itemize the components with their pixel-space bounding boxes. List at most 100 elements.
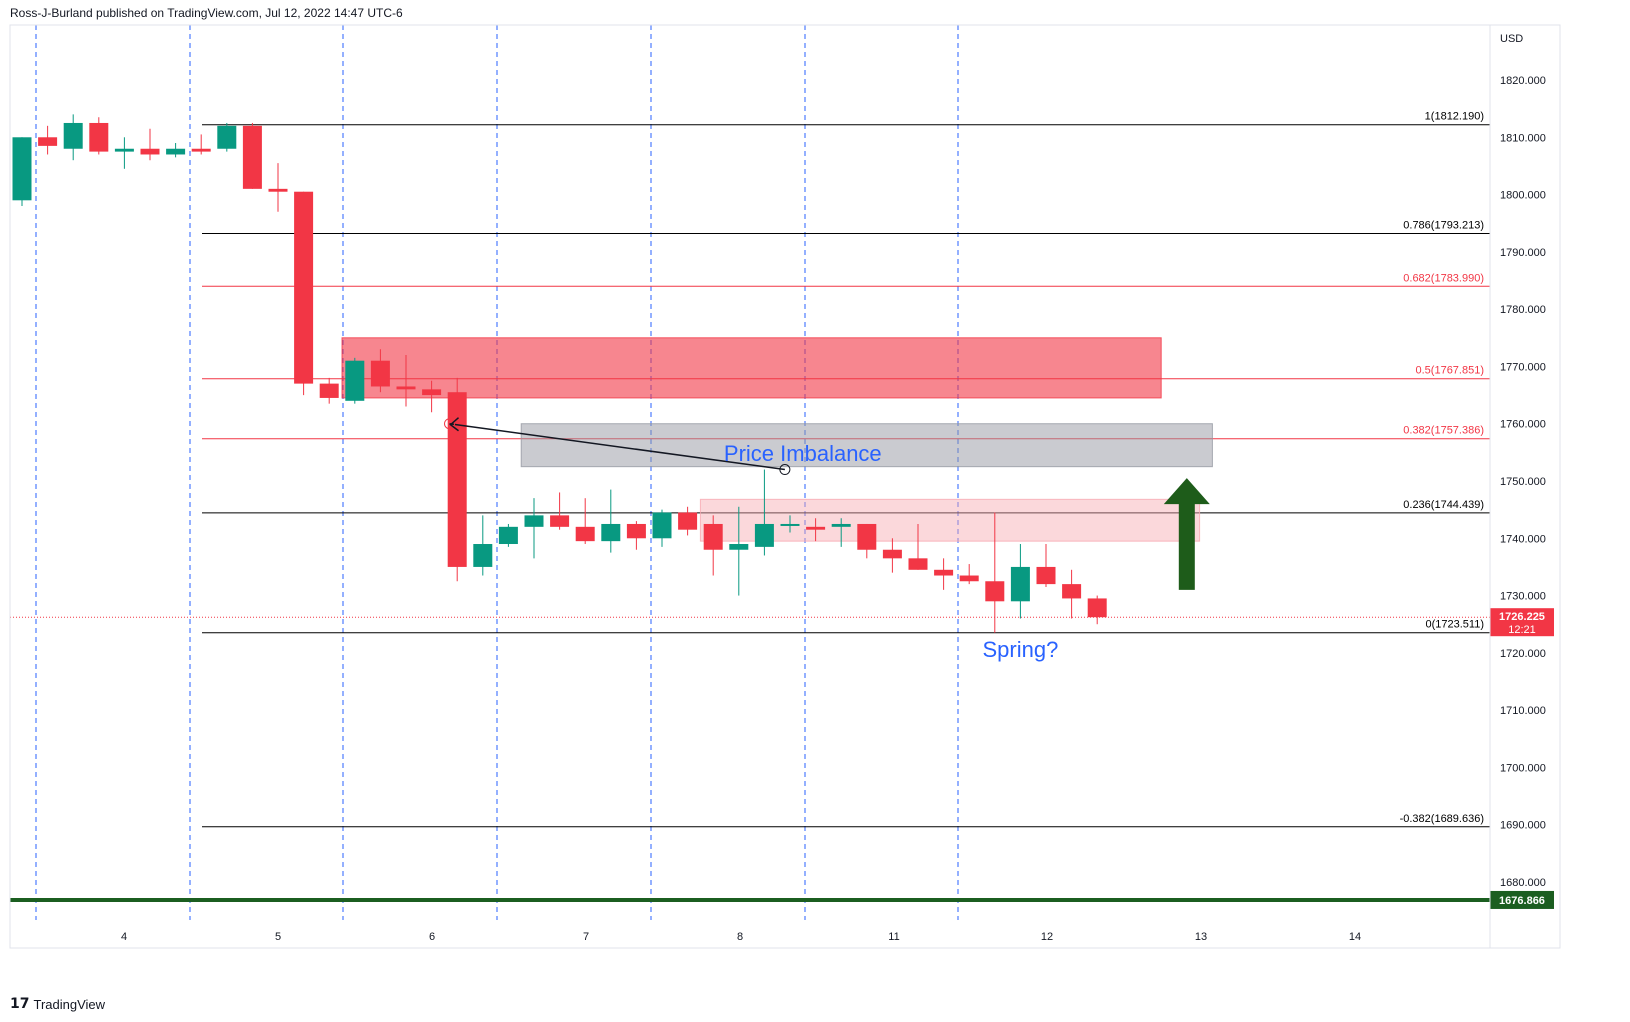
candle — [319, 377, 339, 404]
candle — [268, 163, 288, 212]
candle-body — [857, 523, 877, 550]
x-tick-label: 14 — [1349, 931, 1361, 943]
candle-body — [1036, 566, 1056, 585]
y-tick-label: 1800.000 — [1500, 190, 1546, 202]
candle — [678, 506, 698, 536]
x-tick-label: 8 — [737, 931, 743, 943]
candle — [550, 492, 570, 530]
x-tick-label: 4 — [121, 931, 127, 943]
candle — [294, 191, 314, 396]
y-tick-label: 1770.000 — [1500, 361, 1546, 373]
candle-body — [806, 526, 826, 530]
fibonacci-retracement: 1(1812.190) 0.786(1793.213) 0.682(1783.990… — [202, 111, 1490, 828]
trend-line — [449, 422, 785, 471]
annotation-text: Spring? — [982, 637, 1058, 662]
fib-level-label: 0.786(1793.213) — [1403, 219, 1484, 231]
candle-body — [882, 549, 902, 559]
countdown-label: 12:21 — [1508, 624, 1536, 636]
up-arrow-icon — [1163, 478, 1210, 590]
candle-body — [370, 360, 390, 387]
candle-body — [626, 523, 646, 539]
y-tick-label: 1730.000 — [1500, 591, 1546, 603]
tradingview-logo-text: TradingView — [33, 996, 106, 1012]
y-tick-label: 1700.000 — [1500, 762, 1546, 774]
candle — [908, 523, 928, 570]
candle — [473, 515, 493, 576]
candle-body — [242, 125, 262, 189]
plot-frame — [9, 24, 1561, 949]
candle-body — [703, 523, 723, 550]
vertical-gridlines — [35, 25, 959, 920]
fib-level-label: -0.382(1689.636) — [1400, 813, 1484, 825]
candle — [345, 357, 365, 404]
tradingview-logo[interactable]: 17 TradingView — [10, 996, 105, 1012]
candle — [831, 518, 851, 547]
y-tick-label: 1710.000 — [1500, 705, 1546, 717]
support-price-label: 1676.866 — [1499, 895, 1545, 907]
trend-line-arrowhead — [449, 417, 460, 432]
support-line: 1676.866 — [10, 890, 1554, 909]
x-tick-label: 6 — [429, 931, 435, 943]
candle-body — [166, 148, 186, 155]
candle-body — [959, 575, 979, 582]
y-tick-label: 1810.000 — [1500, 132, 1546, 144]
candle-body — [114, 148, 134, 152]
candle — [89, 117, 109, 155]
candle — [985, 512, 1005, 633]
candle — [396, 354, 416, 407]
candle — [370, 349, 390, 393]
y-tick-label: 1820.000 — [1500, 75, 1546, 87]
candle — [63, 114, 83, 161]
fib-level-label: 0.382(1757.386) — [1403, 425, 1484, 437]
candle — [934, 558, 954, 590]
candle-body — [345, 360, 365, 401]
fib-level-label: 0.5(1767.851) — [1416, 365, 1485, 377]
candle — [217, 122, 237, 152]
y-tick-label: 1740.000 — [1500, 533, 1546, 545]
current-price-label: 1726.225 — [1499, 611, 1545, 623]
fib-level-label: 0.682(1783.990) — [1403, 272, 1484, 284]
candle-body — [63, 122, 83, 149]
candle — [191, 134, 211, 155]
fib-level-label: 0(1723.511) — [1425, 619, 1484, 631]
candle-body — [1087, 598, 1107, 618]
candle — [114, 137, 134, 169]
fib-level-label: 1(1812.190) — [1425, 111, 1484, 123]
candle-body — [934, 569, 954, 576]
supply-zone — [341, 337, 1162, 399]
candle — [524, 498, 544, 559]
candle — [959, 564, 979, 585]
candle-body — [422, 389, 442, 396]
candle — [447, 377, 467, 582]
y-tick-label: 1720.000 — [1500, 648, 1546, 660]
y-tick-label: 1760.000 — [1500, 419, 1546, 431]
current-price-tag — [1490, 608, 1554, 637]
candle-body — [498, 526, 518, 545]
candle-body — [652, 512, 672, 539]
candle-body — [678, 512, 698, 530]
candle — [38, 125, 58, 155]
candle — [857, 523, 877, 559]
candle — [1010, 544, 1030, 619]
fib-level-label: 0.236(1744.439) — [1403, 499, 1484, 511]
candle-body — [780, 523, 800, 526]
y-tick-label: 1790.000 — [1500, 247, 1546, 259]
candle-body — [985, 581, 1005, 602]
candle-body — [294, 191, 314, 384]
currency-label: USD — [1500, 33, 1523, 45]
trend-line-anchor — [444, 418, 456, 430]
candle-body — [319, 383, 339, 398]
annotation-text: Price Imbalance — [724, 441, 882, 466]
candle-body — [89, 122, 109, 152]
trend-line-anchor — [779, 464, 791, 476]
candle-body — [447, 392, 467, 567]
candle — [1087, 595, 1107, 625]
candle-body — [38, 137, 58, 146]
candle — [703, 515, 723, 576]
y-tick-label: 1750.000 — [1500, 476, 1546, 488]
candle — [242, 122, 262, 189]
candle — [1062, 569, 1082, 619]
candle — [626, 521, 646, 550]
